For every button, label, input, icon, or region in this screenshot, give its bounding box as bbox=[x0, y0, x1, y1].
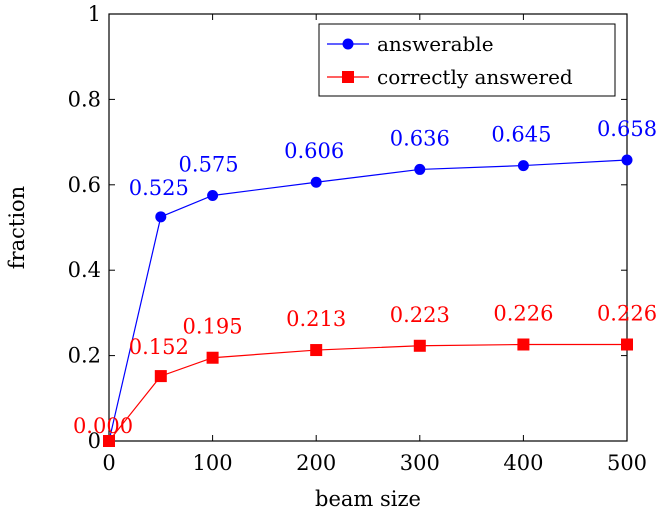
axes bbox=[108, 13, 628, 442]
x-tick-label: 200 bbox=[296, 451, 336, 475]
legend-label: answerable bbox=[377, 32, 494, 56]
data-label-correctly-answered: 0.195 bbox=[183, 315, 243, 339]
y-tick-label: 0.4 bbox=[68, 258, 101, 282]
legend-label: correctly answered bbox=[377, 65, 573, 89]
x-axis-title: beam size bbox=[315, 487, 421, 511]
axis-ticks: 0 100 200 300 400 500 0 0.2 0.4 0.6 0.8 1 bbox=[68, 2, 647, 475]
legend-marker bbox=[342, 38, 354, 50]
data-point-answerable bbox=[207, 189, 219, 201]
x-tick-label: 400 bbox=[503, 451, 543, 475]
data-point-answerable bbox=[155, 211, 167, 223]
data-label-answerable: 0.575 bbox=[179, 152, 239, 176]
x-tick-label: 300 bbox=[400, 451, 440, 475]
plot-frame bbox=[108, 13, 628, 442]
data-point-correctly-answered bbox=[206, 351, 219, 364]
data-label-answerable: 0.636 bbox=[390, 126, 450, 150]
data-point-answerable bbox=[621, 154, 633, 166]
data-point-correctly-answered bbox=[517, 338, 530, 351]
y-tick-label: 0.2 bbox=[68, 344, 101, 368]
data-point-correctly-answered bbox=[103, 435, 115, 447]
data-point-answerable bbox=[517, 160, 529, 172]
data-label-correctly-answered: 0.226 bbox=[493, 301, 553, 325]
legend-box bbox=[318, 23, 616, 97]
data-label-correctly-answered: 0.213 bbox=[286, 307, 346, 331]
x-tick-label: 0 bbox=[102, 451, 115, 475]
data-label-answerable: 0.645 bbox=[491, 123, 551, 147]
data-label-correctly-answered: 0.000 bbox=[73, 414, 133, 438]
x-tick-label: 100 bbox=[193, 451, 233, 475]
y-tick-label: 0.6 bbox=[68, 173, 101, 197]
series-layer bbox=[103, 154, 633, 447]
data-label-answerable: 0.525 bbox=[129, 176, 189, 200]
data-point-answerable bbox=[310, 176, 322, 188]
data-point-correctly-answered bbox=[310, 344, 323, 357]
data-point-answerable bbox=[414, 163, 426, 175]
legend-marker bbox=[342, 71, 354, 83]
legend: answerable correctly answered bbox=[318, 23, 616, 97]
data-label-answerable: 0.658 bbox=[597, 117, 657, 141]
y-tick-label: 0 bbox=[88, 429, 101, 453]
data-point-correctly-answered bbox=[154, 370, 167, 383]
y-tick-label: 0.8 bbox=[68, 87, 101, 111]
data-point-correctly-answered bbox=[621, 338, 633, 351]
data-label-correctly-answered: 0.226 bbox=[597, 301, 657, 325]
data-label-answerable: 0.606 bbox=[284, 139, 344, 163]
y-axis-title: fraction bbox=[5, 186, 29, 269]
y-tick-label: 1 bbox=[88, 2, 101, 26]
data-point-correctly-answered bbox=[413, 339, 426, 352]
data-label-correctly-answered: 0.152 bbox=[129, 335, 189, 359]
data-label-correctly-answered: 0.223 bbox=[390, 303, 450, 327]
x-tick-label: 500 bbox=[607, 451, 647, 475]
